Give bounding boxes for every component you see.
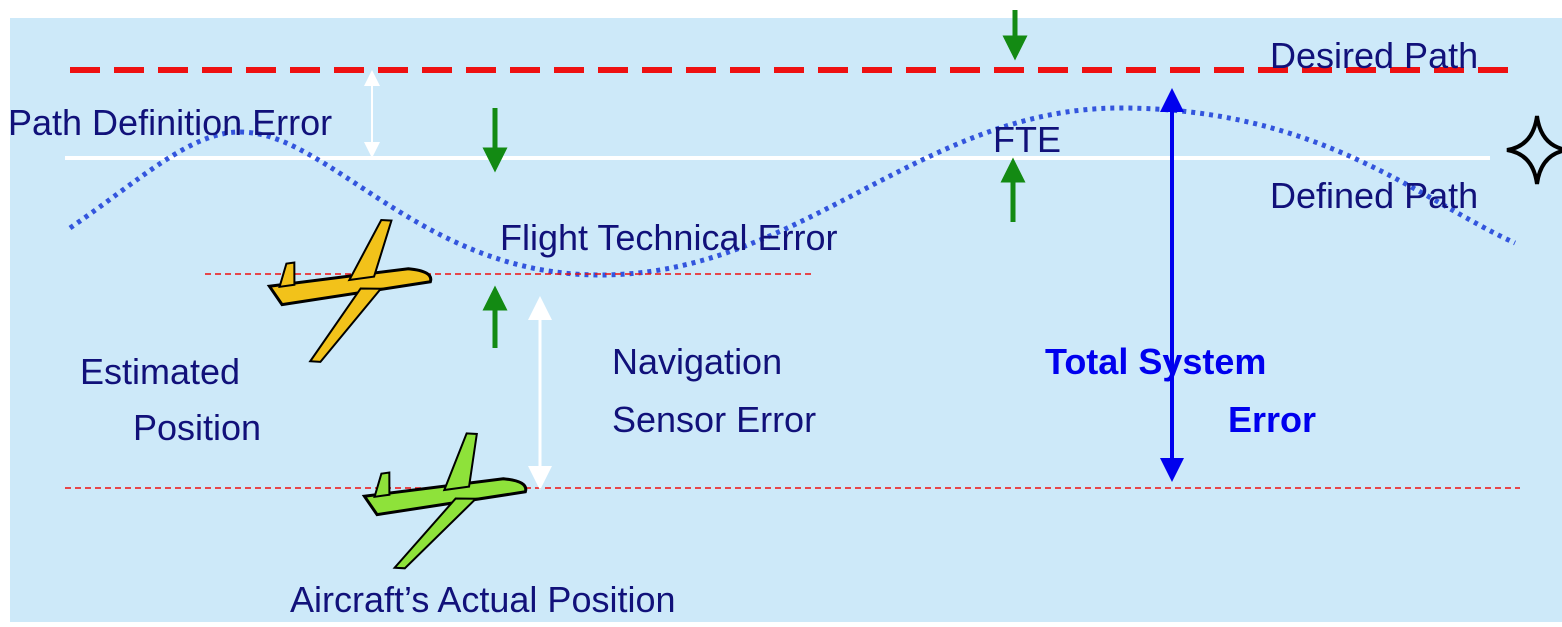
- label: Estimated: [80, 351, 240, 392]
- label: Error: [1228, 399, 1316, 440]
- estimated-aircraft: [266, 218, 433, 363]
- flight-path: [68, 105, 1517, 278]
- background: [10, 18, 1562, 622]
- label: FTE: [993, 119, 1061, 160]
- label: Total System: [1045, 341, 1266, 382]
- label: Position: [133, 407, 261, 448]
- actual-aircraft: [361, 432, 528, 570]
- green-arrows: [482, 10, 1028, 348]
- label: Desired Path: [1270, 35, 1478, 76]
- label: Path Definition Error: [8, 102, 332, 143]
- label: Flight Technical Error: [500, 217, 837, 258]
- waypoint-symbol: [1506, 115, 1562, 185]
- label: Defined Path: [1270, 175, 1478, 216]
- label: Sensor Error: [612, 399, 816, 440]
- label: Navigation: [612, 341, 782, 382]
- label: Aircraft’s Actual Position: [290, 579, 676, 620]
